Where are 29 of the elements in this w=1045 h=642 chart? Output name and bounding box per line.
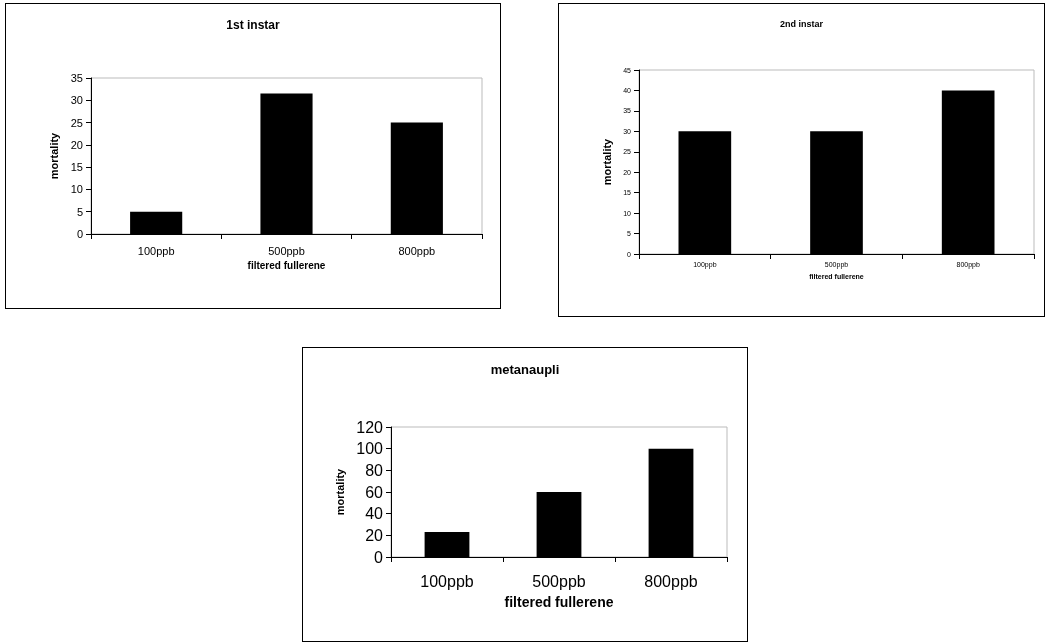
- y-tick-label: 10: [70, 183, 83, 196]
- x-tick-label: 800ppb: [398, 244, 436, 257]
- y-tick-label: 35: [70, 72, 83, 84]
- y-axis-title: mortality: [333, 467, 346, 516]
- y-tick-label: 5: [76, 205, 83, 218]
- x-tick-label: 100ppb: [420, 572, 474, 590]
- chart-title: 2nd instar: [779, 18, 824, 29]
- y-axis-title: mortality: [600, 137, 613, 186]
- y-tick-label: 25: [70, 116, 83, 129]
- y-tick-label: 20: [365, 526, 384, 544]
- x-tick-label: 500ppb: [532, 572, 586, 590]
- y-tick-label: 0: [374, 548, 384, 566]
- y-tick-label: 60: [365, 483, 384, 501]
- y-tick-label: 30: [70, 94, 83, 107]
- y-tick-label: 20: [70, 138, 83, 151]
- y-axis-title: mortality: [48, 131, 61, 180]
- y-tick-label: 80: [365, 461, 384, 479]
- chart-title: metanaupli: [490, 362, 560, 377]
- y-tick-label: 100: [356, 440, 384, 458]
- x-axis-title: filtered fullerene: [247, 260, 326, 272]
- x-tick-label: 100ppb: [137, 244, 175, 257]
- chart-title: 1st instar: [226, 18, 281, 32]
- y-tick-label: 0: [76, 228, 83, 240]
- x-tick-label: 800ppb: [644, 572, 698, 590]
- y-tick-label: 120: [356, 418, 384, 436]
- y-tick-label: 40: [365, 505, 384, 523]
- x-axis-title: filtered fullerene: [504, 594, 614, 611]
- x-tick-label: 500ppb: [268, 244, 305, 257]
- y-tick-label: 15: [70, 161, 83, 174]
